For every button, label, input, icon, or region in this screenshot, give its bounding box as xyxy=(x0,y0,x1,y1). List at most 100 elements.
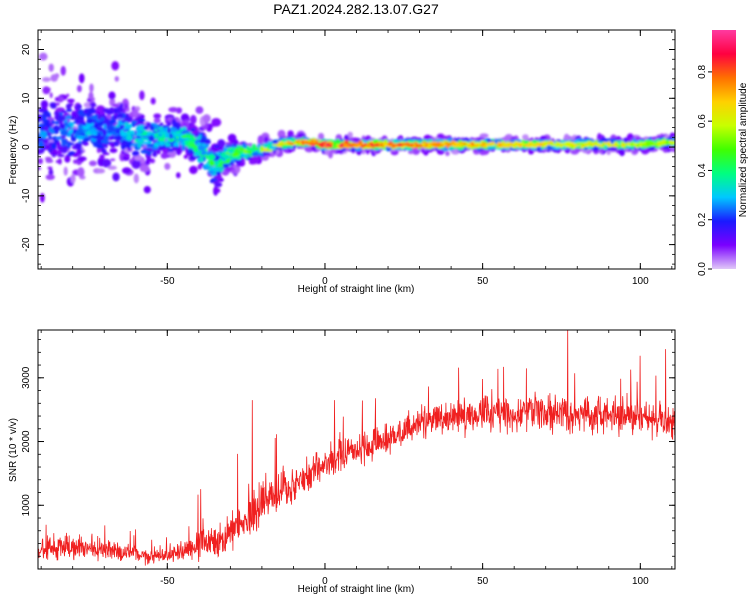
heatmap-cell xyxy=(304,141,309,145)
snr-x-axis-label: Height of straight line (km) xyxy=(298,584,415,595)
heatmap-cell xyxy=(103,124,107,129)
heatmap-cell xyxy=(42,138,46,143)
heatmap-cell xyxy=(175,172,181,179)
heatmap-cell xyxy=(126,135,133,141)
heatmap-cell xyxy=(38,158,44,165)
heatmap-cell xyxy=(119,106,124,113)
heatmap-cell xyxy=(149,124,155,131)
heatmap-cell xyxy=(626,141,631,146)
colorbar-tick-label: 0.4 xyxy=(697,163,708,177)
heatmap-cell xyxy=(129,130,135,136)
heatmap-cell xyxy=(185,134,194,139)
heatmap-cell xyxy=(657,143,662,148)
heatmap-cell xyxy=(66,93,70,97)
heatmap-cell xyxy=(619,148,625,157)
heatmap-cell xyxy=(114,76,119,82)
heatmap-cell xyxy=(344,143,348,148)
heatmap-cell xyxy=(105,109,113,115)
heatmap-cell xyxy=(190,142,194,146)
colorbar-ticks: 0.0 0.2 0.4 0.6 0.8 xyxy=(697,64,712,276)
heatmap-cell xyxy=(101,139,109,144)
heatmap-cell xyxy=(117,112,124,119)
heatmap-cell xyxy=(257,143,261,148)
figure-title: PAZ1.2024.282.13.07.G27 xyxy=(273,1,439,17)
heatmap-cell xyxy=(170,127,178,132)
heatmap-cell xyxy=(210,166,216,171)
heatmap-cell xyxy=(407,150,414,155)
heatmap-cell xyxy=(217,164,223,167)
heatmap-cell xyxy=(100,117,105,122)
snr-x-tick-label: 50 xyxy=(477,576,489,587)
heatmap-cell xyxy=(56,136,62,140)
heatmap-cell xyxy=(143,125,149,130)
heatmap-cell xyxy=(66,115,72,120)
heatmap-cell xyxy=(69,115,76,120)
heatmap-cell xyxy=(55,160,61,163)
heatmap-cell xyxy=(39,193,45,203)
heatmap-cell xyxy=(48,63,54,72)
heatmap-cell xyxy=(109,119,117,125)
heatmap-cell xyxy=(121,140,129,144)
heatmap-cell xyxy=(587,142,590,146)
snr-y-tick-label: 3000 xyxy=(21,366,32,389)
heatmap-cell xyxy=(50,74,58,82)
heatmap-cell xyxy=(238,147,246,151)
heatmap-cell xyxy=(402,142,409,146)
heatmap-cell xyxy=(114,136,122,141)
snr-y-axis-label: SNR (10 * v/v) xyxy=(8,418,19,482)
heatmap-cell xyxy=(483,143,489,148)
heatmap-cell xyxy=(89,83,94,93)
heatmap-cell xyxy=(139,90,145,101)
heatmap-cell xyxy=(326,142,330,146)
heatmap-cell xyxy=(650,141,654,145)
heatmap-cell xyxy=(296,139,301,143)
heatmap-cell xyxy=(222,163,230,169)
spectrogram-y-tick-labels: -20 -10 0 10 20 xyxy=(21,44,32,252)
heatmap-cell xyxy=(99,154,105,160)
snr-ticks xyxy=(38,330,675,570)
heatmap-cell xyxy=(125,115,129,119)
snr-x-tick-label: 100 xyxy=(632,576,649,587)
spectrogram-panel: -50 0 50 100 -20 -10 0 10 20 Height of straight… xyxy=(8,29,676,295)
heatmap-cell xyxy=(479,133,489,138)
heatmap-cell xyxy=(51,143,57,150)
spectrogram-x-tick-labels: -50 0 50 100 xyxy=(160,276,649,287)
heatmap-cell xyxy=(123,144,131,149)
heatmap-cell xyxy=(124,122,129,127)
heatmap-cell xyxy=(199,139,207,144)
heatmap-cell xyxy=(465,138,471,142)
heatmap-cell xyxy=(192,148,199,152)
heatmap-cell xyxy=(183,154,188,159)
heatmap-cell xyxy=(519,144,523,148)
colorbar-tick-label: 0.8 xyxy=(697,64,708,78)
spectrogram-y-axis-label: Frequency (Hz) xyxy=(8,116,19,185)
heatmap-cell xyxy=(137,142,141,149)
heatmap-cell xyxy=(140,132,149,136)
heatmap-cell xyxy=(76,128,84,135)
heatmap-cell xyxy=(445,151,450,157)
heatmap-cell xyxy=(575,142,581,145)
heatmap-cell xyxy=(39,126,45,131)
heatmap-cell xyxy=(159,122,164,126)
heatmap-cell xyxy=(58,120,63,125)
heatmap-cell xyxy=(220,154,229,158)
heatmap-cell xyxy=(479,142,483,146)
heatmap-cell xyxy=(573,143,577,147)
heatmap-cell xyxy=(67,98,75,103)
heatmap-cell xyxy=(60,65,66,76)
heatmap-cell xyxy=(452,143,457,147)
heatmap-cell xyxy=(564,141,569,146)
heatmap-cell xyxy=(200,135,207,141)
spectrogram-y-tick-label: 0 xyxy=(21,144,32,150)
heatmap-cell xyxy=(172,124,181,129)
heatmap-cell xyxy=(153,113,162,119)
heatmap-cell xyxy=(114,127,121,131)
heatmap-cell xyxy=(54,97,60,102)
heatmap-cell xyxy=(227,149,234,154)
heatmap-cell xyxy=(544,141,548,146)
heatmap-cell xyxy=(141,134,150,139)
heatmap-cell xyxy=(560,143,564,147)
heatmap-cell xyxy=(38,149,44,155)
heatmap-cell xyxy=(179,127,183,133)
